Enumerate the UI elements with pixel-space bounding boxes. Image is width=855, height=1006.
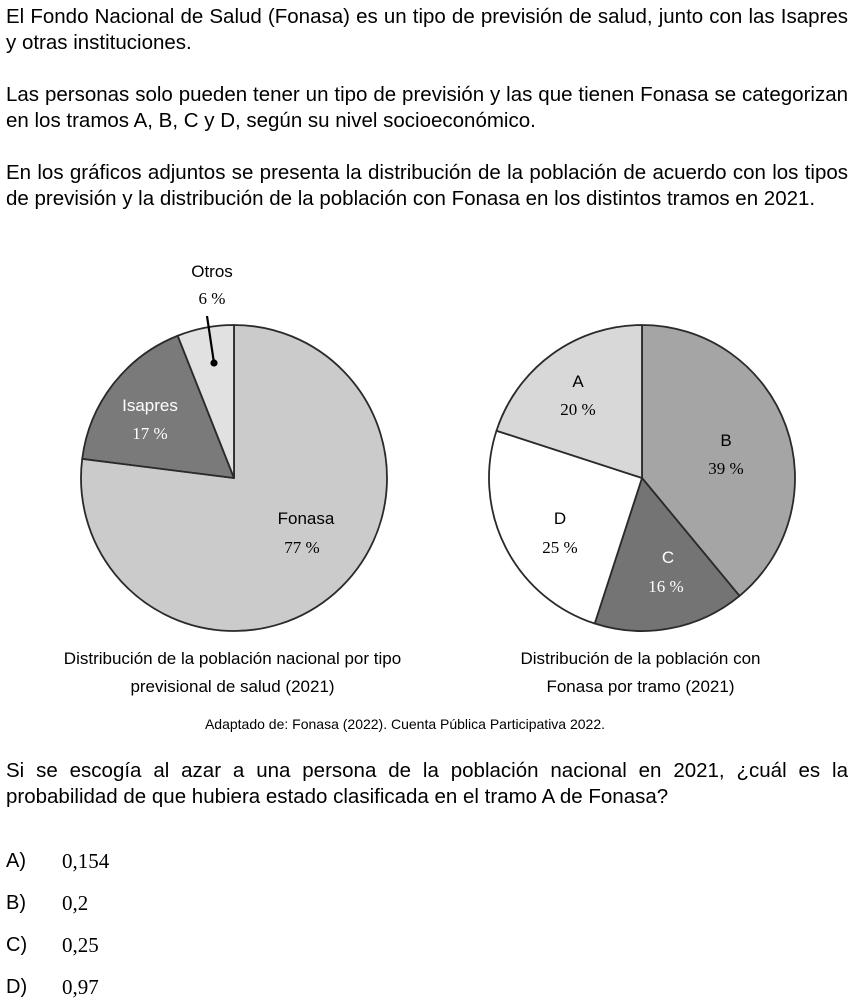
intro-paragraph-2: Las personas solo pueden tener un tipo d…	[6, 83, 848, 132]
option-value: 0,97	[62, 975, 99, 999]
option-value: 0,25	[62, 933, 99, 957]
intro-paragraph-1: El Fondo Nacional de Salud (Fonasa) es u…	[6, 5, 848, 54]
pie-slice-a	[495, 324, 643, 479]
pie-slice-fonasa	[80, 324, 388, 632]
pie-slice-b	[641, 324, 796, 597]
slice-value-label: 16 %	[648, 577, 683, 596]
question-text: Si se escogía al azar a una persona de l…	[6, 759, 848, 808]
chart-caption-tramos: Distribución de la población con Fonasa …	[468, 645, 813, 701]
chart-caption-prevision: Distribución de la población nacional po…	[20, 645, 445, 701]
slice-label: B	[720, 431, 731, 450]
option-value: 0,2	[62, 891, 89, 915]
pie-chart-tramos: B 39 % C 16 % D 25 % A 20 %	[488, 324, 796, 632]
option-value: 0,154	[62, 849, 110, 873]
slice-label: Isapres	[122, 396, 178, 415]
caption-line: Distribución de la población nacional po…	[63, 649, 402, 668]
intro-paragraph-3: En los gráficos adjuntos se presenta la …	[6, 161, 848, 210]
option-letter: B)	[6, 892, 26, 914]
caption-line: Distribución de la población con	[520, 649, 761, 668]
slice-label: Fonasa	[278, 509, 335, 528]
caption-line: Fonasa por tramo (2021)	[546, 677, 735, 696]
option-letter: A)	[6, 850, 26, 872]
option-letter: C)	[6, 934, 28, 956]
slice-label: D	[554, 509, 566, 528]
leader-line	[205, 315, 216, 364]
slice-value-label: 39 %	[708, 459, 743, 478]
source-citation: Adaptado de: Fonasa (2022). Cuenta Públi…	[204, 716, 606, 732]
slice-label: Otros	[191, 262, 233, 281]
caption-line: previsional de salud (2021)	[130, 677, 335, 696]
pie-slice-otros	[176, 324, 235, 479]
slice-value-label: 25 %	[542, 538, 577, 557]
pie-slice-isapres	[81, 334, 235, 479]
pie-slice-d	[488, 429, 643, 625]
leader-dot	[210, 359, 218, 367]
pie-slice-c	[593, 477, 741, 632]
slice-value-label: 6 %	[199, 289, 226, 308]
option-letter: D)	[6, 976, 28, 998]
slice-value-label: 20 %	[560, 400, 595, 419]
slice-value-label: 77 %	[284, 538, 319, 557]
pie-chart-prevision: Fonasa 77 % Isapres 17 % Otros 6 %	[80, 262, 388, 632]
pie-charts: Fonasa 77 % Isapres 17 % Otros 6 % B 39 % C 16 %…	[80, 262, 796, 632]
slice-value-label: 17 %	[132, 424, 167, 443]
slice-label: C	[662, 548, 674, 567]
slice-label: A	[572, 372, 584, 391]
